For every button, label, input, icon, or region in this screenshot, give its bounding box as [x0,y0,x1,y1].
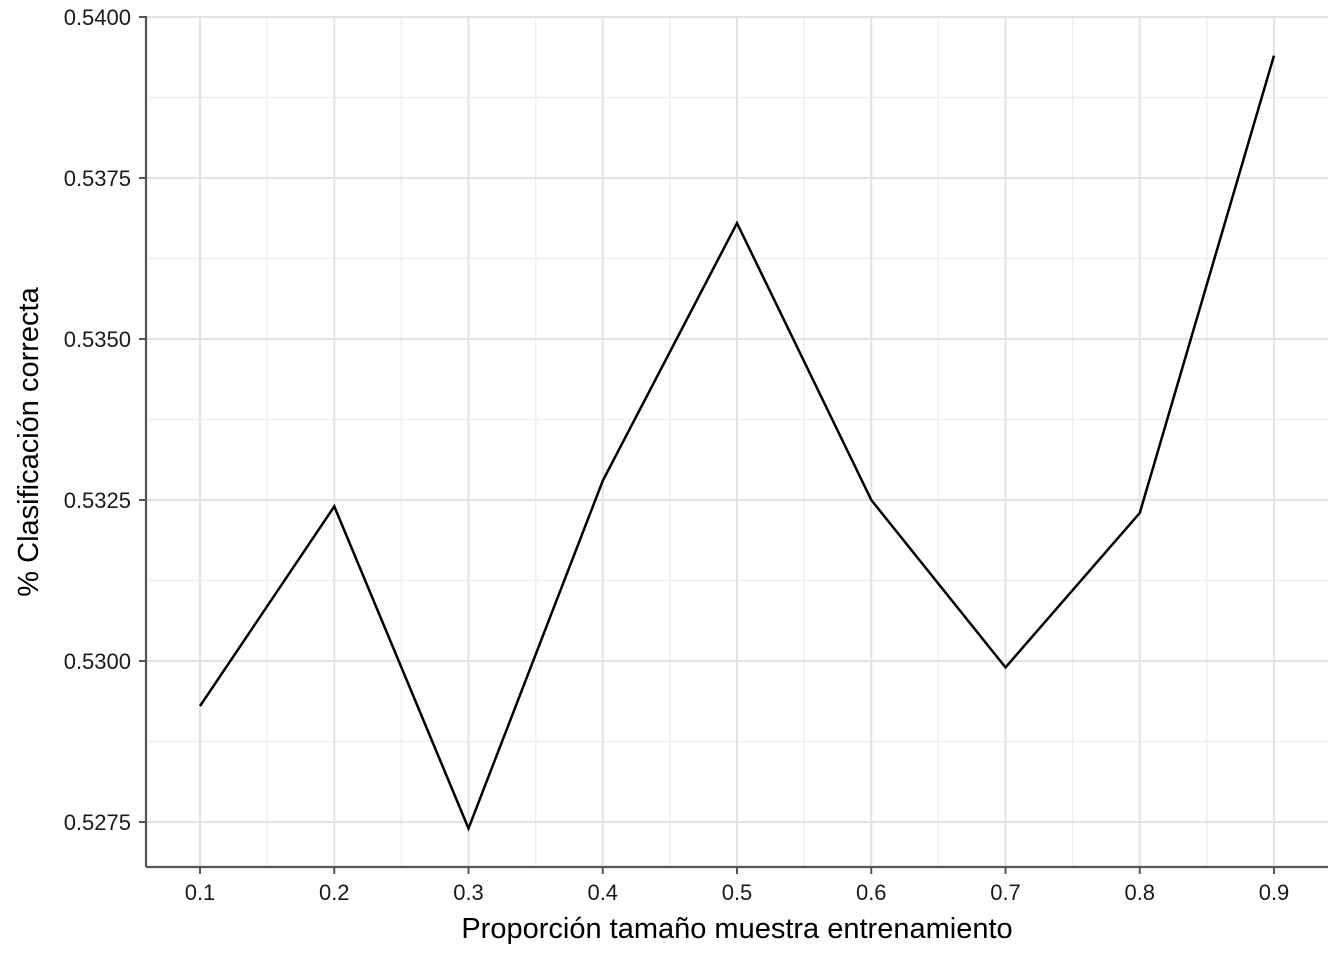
y-tick-label: 0.5350 [64,327,131,352]
x-tick-label: 0.8 [1124,880,1155,905]
tick-layer: 0.1 0.2 0.3 0.4 0.5 0.6 0.7 0.8 0.9 0.5275 0.5300 0… [64,5,1290,905]
x-tick-label: 0.9 [1259,880,1290,905]
x-tick-label: 0.4 [587,880,618,905]
series-layer [198,55,1276,832]
y-axis-title: % Clasificación correcta [13,286,45,596]
x-tick-label: 0.1 [185,880,216,905]
x-tick-label: 0.6 [856,880,887,905]
x-tick-label: 0.7 [990,880,1021,905]
y-tick-label: 0.5300 [64,649,131,674]
y-tick-label: 0.5375 [64,166,131,191]
x-tick-label: 0.2 [319,880,350,905]
x-axis-title: Proporción tamaño muestra entrenamiento [461,913,1012,945]
y-tick-label: 0.5325 [64,488,131,513]
series-line [198,55,1276,832]
y-tick-label: 0.5275 [64,810,131,835]
x-tick-label: 0.3 [453,880,484,905]
x-tick-label: 0.5 [722,880,753,905]
major-gridlines [146,16,1328,867]
y-tick-label: 0.5400 [64,5,131,30]
